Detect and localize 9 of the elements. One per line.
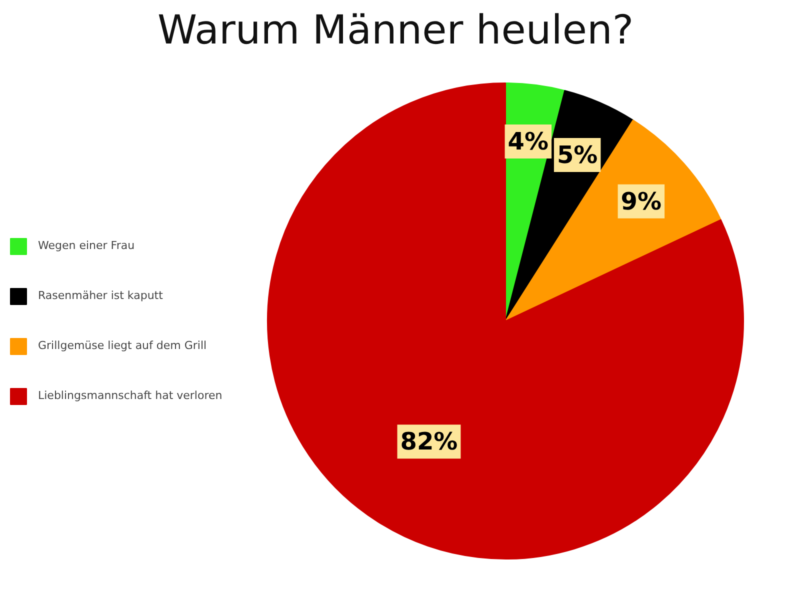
data-label: 5% xyxy=(556,140,598,169)
data-label: 9% xyxy=(620,187,662,216)
chart-title: Warum Männer heulen? xyxy=(157,8,634,54)
legend-label: Wegen einer Frau xyxy=(38,239,135,252)
legend-label: Rasenmäher ist kaputt xyxy=(38,289,163,302)
data-label: 82% xyxy=(400,428,458,456)
legend-label: Grillgemüse liegt auf dem Grill xyxy=(38,339,207,352)
legend-label: Lieblingsmannschaft hat verloren xyxy=(38,389,222,402)
data-label: 4% xyxy=(508,128,549,156)
